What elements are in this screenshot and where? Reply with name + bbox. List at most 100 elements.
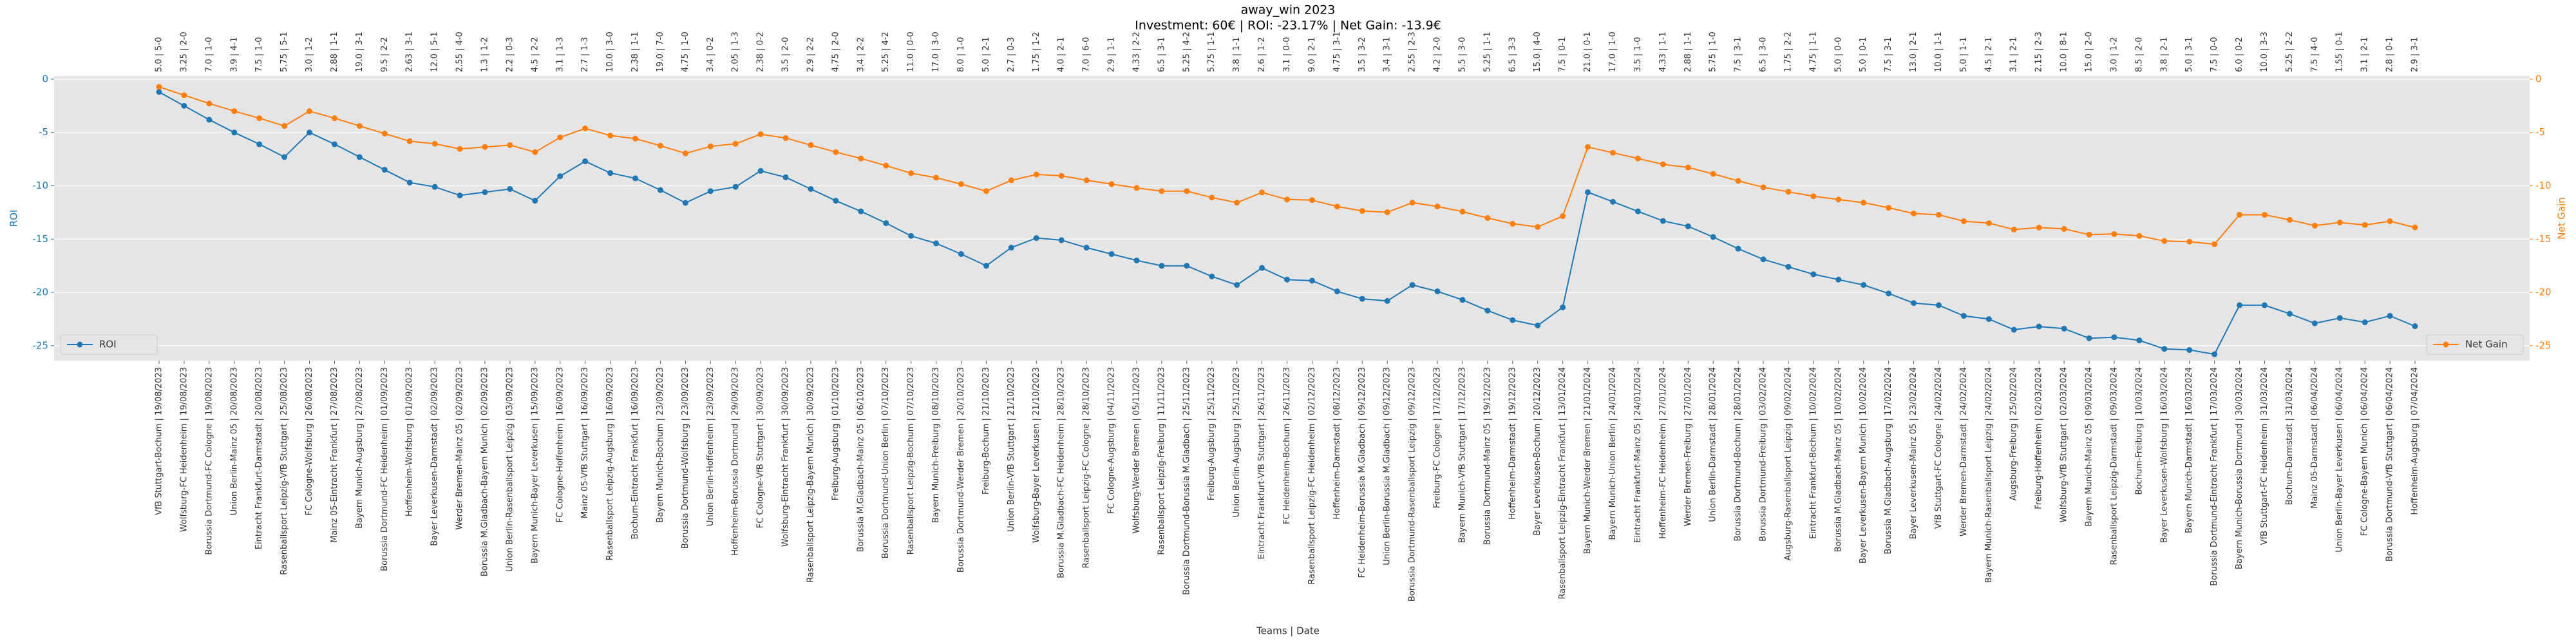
data-point: [1008, 245, 1014, 251]
y2-tick-label: -5: [2535, 126, 2545, 138]
data-point: [707, 188, 714, 194]
x-tick-label: Rasenballsport Leipzig-FC Heidenheim | 0…: [1307, 367, 1317, 585]
data-point: [2362, 319, 2368, 325]
data-point: [1209, 273, 1215, 279]
data-point: [1735, 178, 1741, 184]
data-point: [2336, 315, 2343, 321]
data-point: [1284, 276, 1290, 283]
top-tick-label: 5.25 | 4-2: [881, 32, 891, 72]
data-point: [2237, 212, 2243, 218]
x-tick-label: Union Berlin-Darmstadt | 28/01/2024: [1709, 367, 1718, 522]
data-point: [808, 185, 814, 192]
y-tick-label: -5: [39, 126, 48, 138]
top-tick-label: 2.9 | 1-1: [1107, 37, 1117, 72]
data-point: [582, 125, 589, 131]
data-point: [1459, 209, 1466, 215]
data-point: [1609, 198, 1616, 205]
data-point: [1585, 144, 1591, 150]
x-tick-label: Borussia Dortmund-Werder Bremen | 20/10/…: [956, 367, 966, 573]
data-point: [732, 140, 739, 147]
data-point: [2261, 302, 2268, 308]
data-point: [1234, 281, 1240, 288]
data-point: [1760, 256, 1766, 263]
top-tick-label: 7.5 | 0-0: [2210, 37, 2219, 72]
top-tick-label: 6.5 | 3-0: [1759, 37, 1768, 72]
data-point: [307, 129, 313, 136]
top-tick-label: 5.0 | 3-1: [2184, 37, 2194, 72]
x-tick-label: Bochum-Freiburg | 10/03/2024: [2134, 367, 2144, 495]
x-tick-label: Werder Bremen-Darmstadt | 24/02/2024: [1959, 367, 1969, 536]
x-tick-label: Hoffenheim-Darmstadt | 19/12/2023: [1508, 367, 1517, 520]
x-tick-label: Bayern Munich-Union Berlin | 24/01/2024: [1608, 367, 1618, 540]
data-point: [1585, 189, 1591, 195]
data-point: [1234, 200, 1240, 206]
data-point: [1309, 197, 1315, 204]
data-point: [1108, 251, 1115, 257]
data-point: [532, 149, 538, 155]
top-tick-label: 10.0 | 1-1: [1934, 32, 1944, 72]
legend-box: [2426, 334, 2524, 355]
data-point: [1710, 234, 1716, 240]
x-tick-label: Rasenballsport Leipzig-FC Cologne | 28/1…: [1082, 367, 1092, 568]
data-point: [1184, 188, 1190, 194]
top-tick-label: 5.25 | 4-2: [1182, 32, 1191, 72]
x-tick-label: Augsburg-Rasenballsport Leipzig | 09/02/…: [1783, 367, 1793, 561]
x-tick-label: Bayer Leverkusen-Wolfsburg | 16/03/2024: [2159, 367, 2169, 543]
chart-subtitle: Investment: 60€ | ROI: -23.17% | Net Gai…: [1135, 19, 1441, 33]
x-tick-label: Wolfsburg-Bayer Leverkusen | 21/10/2023: [1032, 367, 1041, 543]
data-point: [507, 185, 513, 192]
top-tick-label: 15.0 | 2-0: [2085, 32, 2094, 72]
x-tick-label: Eintracht Frankfurt-Darmstadt | 20/08/20…: [254, 367, 264, 549]
data-point: [2311, 222, 2318, 229]
top-tick-label: 2.38 | 0-2: [756, 32, 766, 72]
data-point: [356, 154, 363, 160]
data-point: [2086, 231, 2092, 238]
top-tick-label: 4.0 | 2-1: [1057, 37, 1066, 72]
x-axis-label: Teams | Date: [1256, 625, 1320, 637]
top-tick-label: 2.7 | 1-3: [580, 37, 590, 72]
x-tick-label: Mainz 05-Eintracht Frankfurt | 27/08/202…: [330, 367, 339, 543]
x-tick-label: Eintracht Frankfurt-Bochum | 10/02/2024: [1808, 367, 1818, 539]
x-tick-label: Borussia Dortmund-FC Heidenheim | 01/09/…: [380, 367, 390, 571]
data-point: [557, 173, 564, 180]
y-tick-label: -15: [33, 233, 49, 245]
legend-box: [60, 334, 158, 355]
data-point: [1259, 189, 1265, 196]
y-tick-label: -25: [33, 339, 49, 351]
x-tick-label: FC Cologne-Wolfsburg | 26/08/2023: [305, 367, 314, 515]
top-tick-label: 4.75 | 1-1: [1808, 32, 1818, 72]
data-point: [782, 174, 789, 180]
top-tick-label: 13.0 | 2-1: [1909, 32, 1918, 72]
y2-tick-label: -10: [2535, 180, 2552, 191]
y-tick-label: 0: [42, 73, 48, 84]
data-point: [431, 140, 438, 147]
top-tick-label: 2.9 | 2-2: [806, 37, 815, 72]
data-point: [2061, 325, 2067, 332]
data-point: [1911, 300, 1917, 307]
x-tick-label: Bayer Leverkusen-Mainz 05 | 23/02/2024: [1909, 367, 1918, 539]
top-tick-label: 1.75 | 2-2: [1783, 32, 1793, 72]
data-point: [1209, 194, 1215, 201]
data-point: [206, 100, 213, 107]
x-tick-label: Borussia Dortmund-FC Cologne | 19/08/202…: [204, 367, 214, 555]
data-point: [1960, 312, 1967, 319]
x-tick-label: Union Berlin-Mainz 05 | 20/08/2023: [229, 367, 239, 515]
top-tick-label: 5.0 | 5-0: [155, 37, 164, 72]
top-tick-label: 9.0 | 2-1: [1307, 37, 1317, 72]
data-point: [1159, 263, 1165, 269]
data-point: [1409, 200, 1416, 206]
x-tick-label: Bayer Leverkusen-Bochum | 20/12/2023: [1533, 367, 1542, 535]
top-tick-label: 7.5 | 0-1: [1558, 37, 1567, 72]
top-tick-label: 6.5 | 3-3: [1508, 37, 1517, 72]
top-tick-label: 17.0 | 3-0: [931, 32, 941, 72]
data-point: [406, 138, 413, 144]
data-point: [431, 184, 438, 190]
data-point: [983, 188, 989, 194]
data-point: [1760, 184, 1766, 191]
data-point: [2412, 224, 2418, 231]
data-point: [1710, 171, 1716, 177]
data-point: [1810, 193, 1817, 200]
x-tick-label: Bayern Munich-Augsburg | 27/08/2023: [355, 367, 365, 529]
data-point: [958, 181, 965, 187]
y2-tick-label: -20: [2535, 287, 2552, 298]
